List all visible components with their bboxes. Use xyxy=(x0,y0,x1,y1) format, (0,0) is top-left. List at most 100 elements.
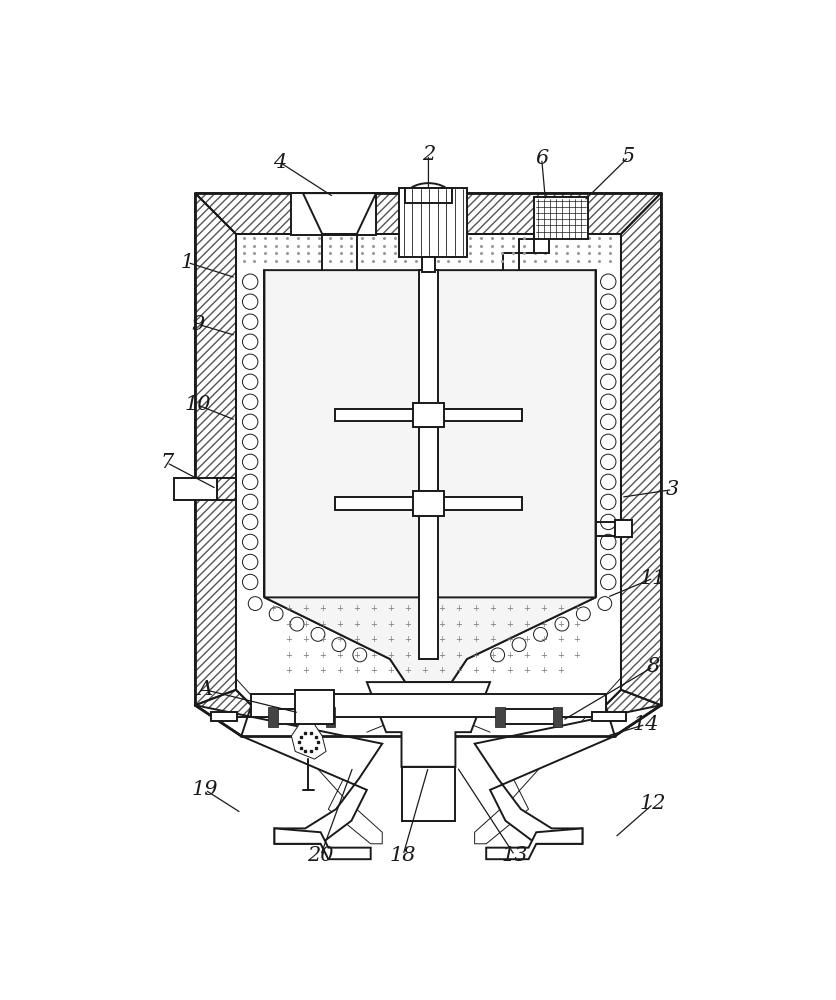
Text: +: + xyxy=(472,604,479,613)
Text: +: + xyxy=(286,651,293,660)
Text: +: + xyxy=(268,604,276,613)
Text: +: + xyxy=(336,666,344,675)
Text: +: + xyxy=(472,651,479,660)
Bar xyxy=(413,491,444,516)
Text: +: + xyxy=(319,620,326,629)
Text: +: + xyxy=(405,635,411,644)
Text: +: + xyxy=(506,620,512,629)
Text: +: + xyxy=(438,651,445,660)
Bar xyxy=(438,497,522,510)
Text: +: + xyxy=(387,666,394,675)
Bar xyxy=(334,497,419,510)
Text: +: + xyxy=(421,635,428,644)
Text: +: + xyxy=(370,666,377,675)
Polygon shape xyxy=(487,828,583,859)
Text: +: + xyxy=(421,620,428,629)
Polygon shape xyxy=(367,682,490,767)
Text: +: + xyxy=(438,620,445,629)
Text: +: + xyxy=(336,620,344,629)
Text: 4: 4 xyxy=(273,153,287,172)
Text: 7: 7 xyxy=(160,453,173,472)
Text: +: + xyxy=(421,666,428,675)
Text: +: + xyxy=(387,635,394,644)
Bar xyxy=(292,193,376,235)
Text: +: + xyxy=(319,651,326,660)
Text: +: + xyxy=(522,620,530,629)
Text: A: A xyxy=(197,680,212,699)
Text: +: + xyxy=(522,604,530,613)
Text: +: + xyxy=(472,666,479,675)
Text: 8: 8 xyxy=(647,657,660,676)
Text: 19: 19 xyxy=(192,780,218,799)
Text: +: + xyxy=(540,635,547,644)
Bar xyxy=(499,709,561,724)
Bar xyxy=(553,707,563,727)
Polygon shape xyxy=(605,690,661,736)
Bar xyxy=(252,694,605,717)
Text: +: + xyxy=(336,651,344,660)
Text: +: + xyxy=(489,620,496,629)
Text: +: + xyxy=(370,651,377,660)
Text: +: + xyxy=(354,604,360,613)
Polygon shape xyxy=(264,597,595,682)
Text: +: + xyxy=(319,635,326,644)
Text: +: + xyxy=(354,666,360,675)
Text: +: + xyxy=(455,651,462,660)
Text: +: + xyxy=(438,604,445,613)
Text: +: + xyxy=(573,651,580,660)
Text: +: + xyxy=(354,651,360,660)
Text: +: + xyxy=(438,666,445,675)
Text: +: + xyxy=(286,604,293,613)
Text: +: + xyxy=(303,635,309,644)
Text: +: + xyxy=(354,635,360,644)
Bar xyxy=(295,690,334,724)
Polygon shape xyxy=(292,724,326,759)
Text: +: + xyxy=(557,620,563,629)
Text: +: + xyxy=(573,620,580,629)
Bar xyxy=(273,709,334,724)
Text: +: + xyxy=(303,620,309,629)
Text: +: + xyxy=(405,620,411,629)
Text: 12: 12 xyxy=(640,794,666,813)
Text: +: + xyxy=(573,604,580,613)
Text: +: + xyxy=(286,620,293,629)
Text: +: + xyxy=(303,666,309,675)
Text: +: + xyxy=(506,635,512,644)
Bar xyxy=(211,712,237,721)
Text: +: + xyxy=(405,666,411,675)
Text: +: + xyxy=(387,604,394,613)
Text: 14: 14 xyxy=(632,715,659,734)
Text: 11: 11 xyxy=(640,569,666,588)
Text: +: + xyxy=(405,604,411,613)
Text: 3: 3 xyxy=(666,480,679,499)
Text: 6: 6 xyxy=(535,149,548,168)
Text: +: + xyxy=(557,635,563,644)
Bar xyxy=(614,520,632,537)
Text: 18: 18 xyxy=(390,846,416,865)
Text: +: + xyxy=(303,651,309,660)
Text: +: + xyxy=(540,604,547,613)
Polygon shape xyxy=(195,193,661,234)
Bar xyxy=(534,234,549,253)
Text: +: + xyxy=(489,604,496,613)
Text: +: + xyxy=(489,635,496,644)
Text: +: + xyxy=(319,604,326,613)
Bar xyxy=(268,707,278,727)
Text: +: + xyxy=(522,651,530,660)
Bar xyxy=(496,707,505,727)
Text: +: + xyxy=(472,635,479,644)
Text: +: + xyxy=(506,604,512,613)
Polygon shape xyxy=(195,193,236,705)
Text: +: + xyxy=(540,620,547,629)
Bar xyxy=(422,257,435,272)
Bar xyxy=(438,409,522,421)
Bar xyxy=(419,427,438,491)
Text: +: + xyxy=(540,666,547,675)
Text: +: + xyxy=(557,666,563,675)
Bar xyxy=(175,478,217,500)
Bar xyxy=(334,409,419,421)
Text: 1: 1 xyxy=(181,253,194,272)
Text: +: + xyxy=(557,651,563,660)
Text: 13: 13 xyxy=(502,846,528,865)
Text: +: + xyxy=(336,635,344,644)
